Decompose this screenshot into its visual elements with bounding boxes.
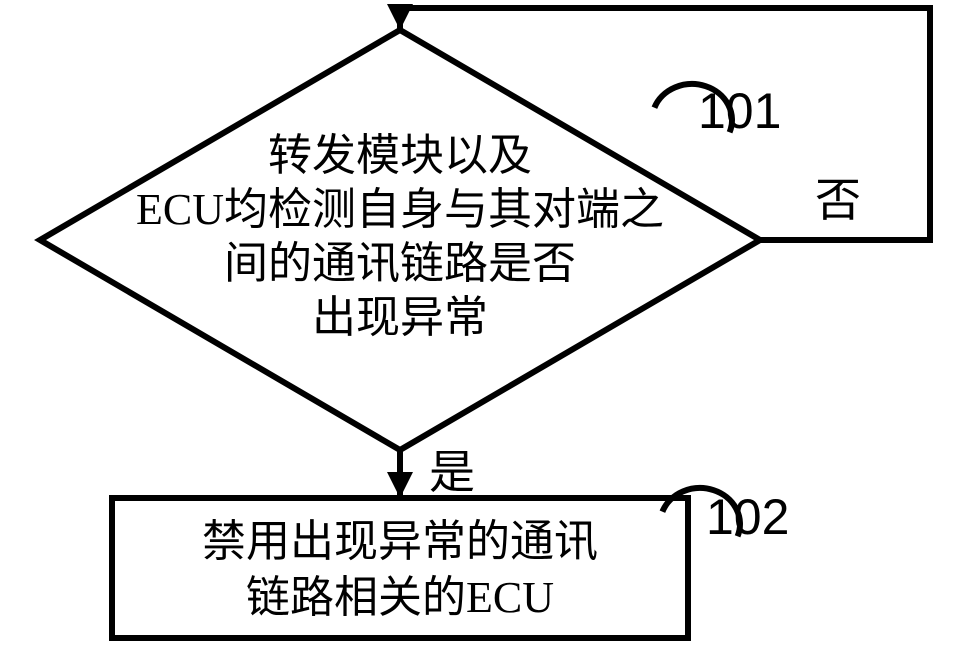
arrow-head-icon xyxy=(387,4,413,30)
decision-text-line: 转发模块以及 xyxy=(268,131,532,180)
decision-text-line: 间的通讯链路是否 xyxy=(224,239,576,288)
process-text-line: 禁用出现异常的通讯 xyxy=(202,517,598,566)
edge-label-yes: 是 xyxy=(429,447,475,498)
process-text-line: 链路相关的ECU xyxy=(246,573,554,622)
decision-text-line: ECU均检测自身与其对端之 xyxy=(136,185,664,234)
flowchart-canvas: 是 否 转发模块以及 ECU均检测自身与其对端之间的通讯链路是否出现异常 101 禁用出现… xyxy=(0,0,972,659)
arrow-head-icon xyxy=(387,472,413,498)
decision-text-line: 出现异常 xyxy=(312,293,488,342)
edge-label-no-loop: 否 xyxy=(815,175,861,226)
decision-ref-number: 101 xyxy=(698,83,781,139)
process-ref-number: 102 xyxy=(706,489,789,545)
